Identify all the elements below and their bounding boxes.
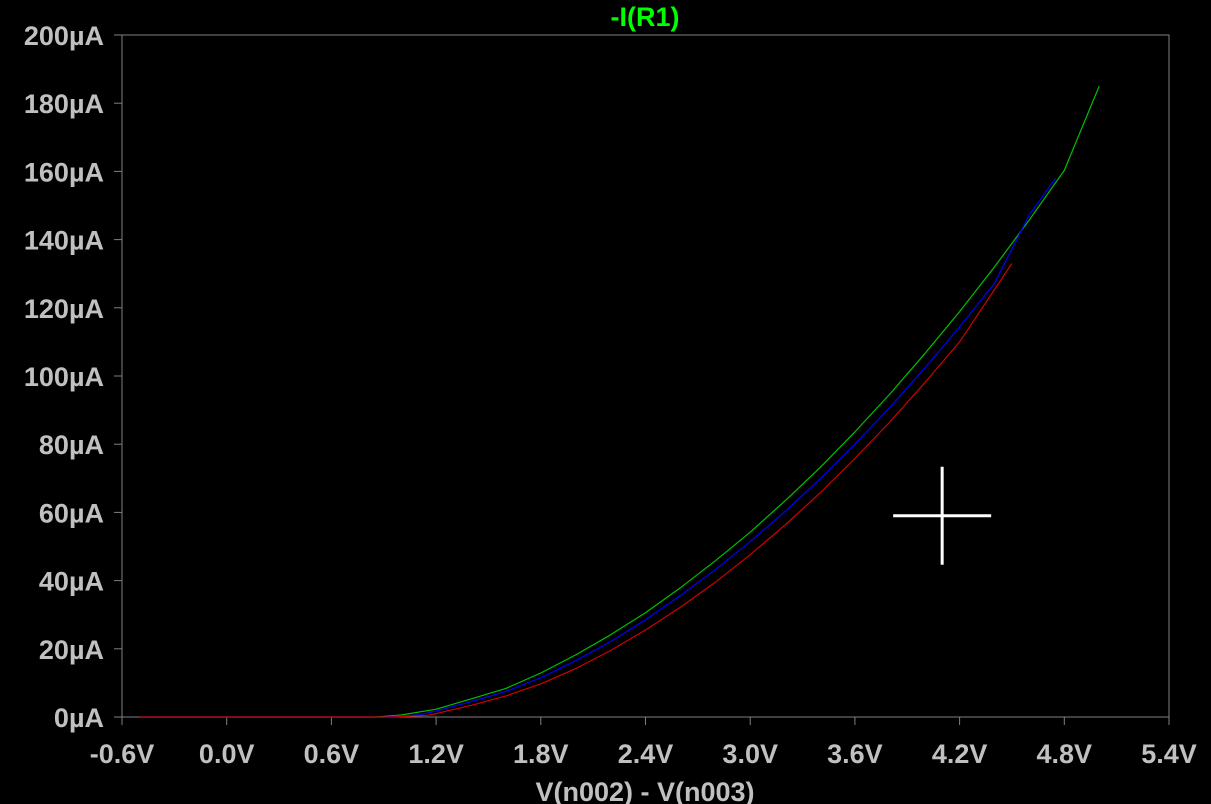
x-tick-label: 0.0V <box>199 739 255 769</box>
x-tick-label: 4.8V <box>1037 739 1093 769</box>
x-tick-label: 0.6V <box>304 739 360 769</box>
x-tick-label: 1.8V <box>513 739 569 769</box>
y-tick-label: 80µA <box>39 430 104 460</box>
x-tick-label: 4.2V <box>932 739 988 769</box>
x-tick-label: 2.4V <box>618 739 674 769</box>
series-line-1 <box>139 85 1100 718</box>
y-tick-label: 200µA <box>24 21 104 51</box>
y-tick-label: 160µA <box>24 157 104 187</box>
y-tick-label: 40µA <box>39 567 104 597</box>
x-tick-label: 1.2V <box>408 739 464 769</box>
chart-title: -I(R1) <box>611 2 680 32</box>
y-tick-label: 120µA <box>24 294 104 324</box>
x-tick-label: 3.6V <box>827 739 883 769</box>
y-tick-label: 20µA <box>39 635 104 665</box>
y-tick-label: 60µA <box>39 498 104 528</box>
y-tick-label: 140µA <box>24 226 104 256</box>
x-axis-title: V(n002) - V(n003) <box>535 777 754 804</box>
y-tick-label: 100µA <box>24 362 104 392</box>
series-line-3 <box>139 263 1013 718</box>
cursor-crosshair[interactable] <box>893 466 992 565</box>
series-lines <box>139 85 1100 718</box>
y-tick-label: 0µA <box>54 703 104 733</box>
x-tick-label: 5.4V <box>1141 739 1197 769</box>
y-tick-label: 180µA <box>24 89 104 119</box>
series-line-2 <box>139 177 1057 718</box>
x-tick-label: -0.6V <box>90 739 155 769</box>
x-tick-label: 3.0V <box>722 739 778 769</box>
axis-ticks: 0µA 20µA 40µA 60µA 80µA 100µA 120µA 140µA 160µA 1… <box>24 21 1197 769</box>
